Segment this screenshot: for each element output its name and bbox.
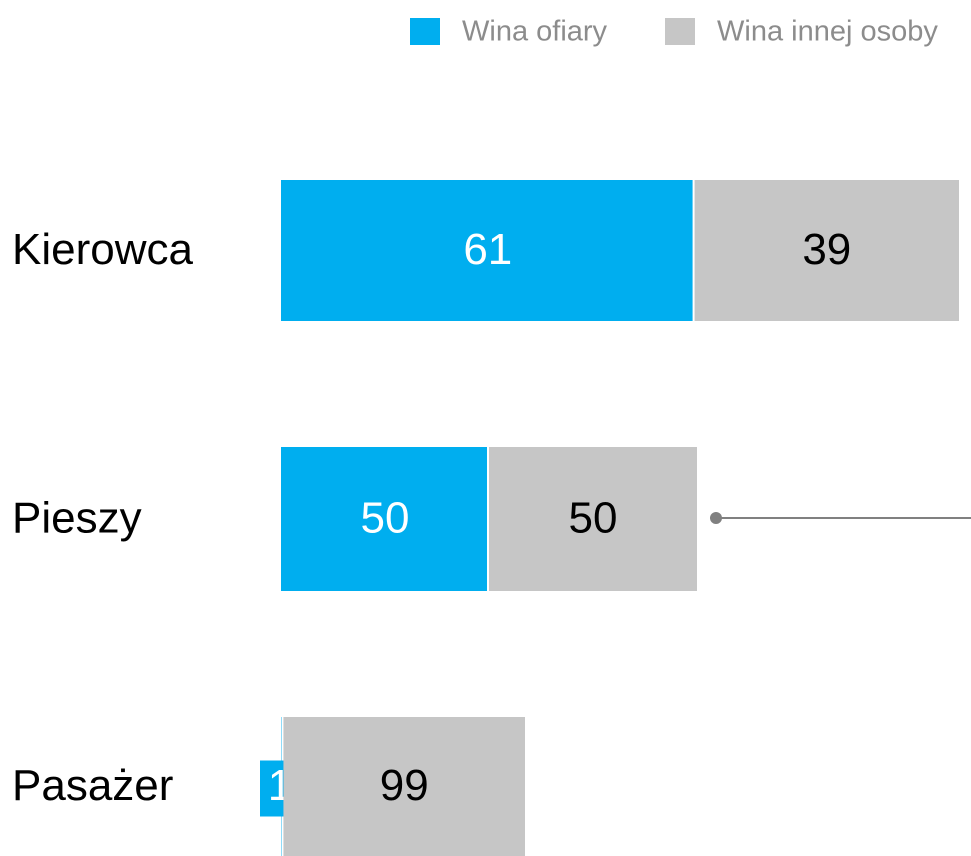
- category-label: Pieszy: [12, 494, 142, 543]
- value-label: 50: [569, 494, 618, 543]
- category-label: Pasażer: [12, 761, 173, 810]
- bar-segment: [489, 447, 697, 591]
- bar-segment: [283, 717, 525, 856]
- value-label: 50: [361, 494, 410, 543]
- bar-segment: [694, 180, 959, 321]
- legend-swatch: [410, 18, 440, 45]
- bar-segment: [281, 180, 693, 321]
- bar-segment: [281, 447, 487, 591]
- value-label: 99: [380, 761, 429, 810]
- connector: [710, 512, 971, 524]
- legend-swatch: [665, 18, 695, 45]
- value-label: 39: [802, 225, 851, 274]
- value-label: 61: [463, 225, 512, 274]
- legend-label: Wina innej osoby: [717, 16, 938, 48]
- category-label: Kierowca: [12, 225, 193, 274]
- legend-label: Wina ofiary: [462, 16, 608, 48]
